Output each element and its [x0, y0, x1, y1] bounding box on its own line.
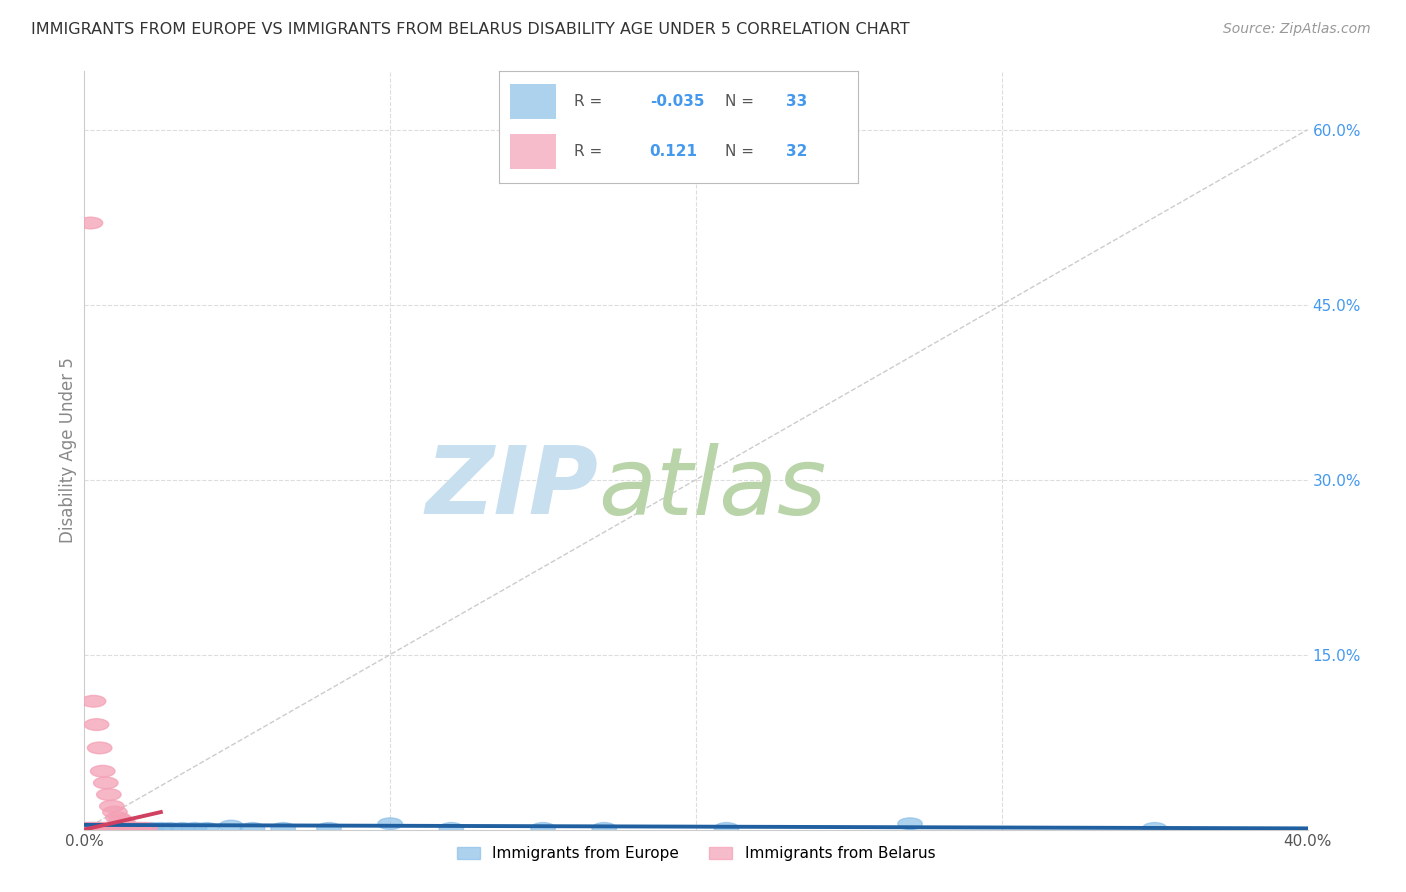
- Ellipse shape: [84, 719, 108, 731]
- Text: ZIP: ZIP: [425, 442, 598, 534]
- Ellipse shape: [134, 822, 157, 834]
- Text: R =: R =: [575, 145, 607, 159]
- Ellipse shape: [592, 822, 616, 834]
- Ellipse shape: [87, 822, 112, 834]
- Text: 33: 33: [786, 94, 807, 109]
- Text: -0.035: -0.035: [650, 94, 704, 109]
- Ellipse shape: [79, 217, 103, 229]
- Ellipse shape: [105, 822, 131, 834]
- Ellipse shape: [170, 822, 194, 834]
- Ellipse shape: [79, 822, 103, 834]
- Ellipse shape: [714, 822, 738, 834]
- Ellipse shape: [531, 822, 555, 834]
- Ellipse shape: [90, 822, 115, 834]
- Text: Source: ZipAtlas.com: Source: ZipAtlas.com: [1223, 22, 1371, 37]
- Ellipse shape: [82, 696, 105, 707]
- Ellipse shape: [90, 822, 115, 834]
- Ellipse shape: [75, 822, 100, 834]
- Ellipse shape: [108, 822, 134, 834]
- Ellipse shape: [105, 822, 131, 834]
- Ellipse shape: [103, 822, 127, 834]
- Text: 32: 32: [786, 145, 807, 159]
- Ellipse shape: [90, 765, 115, 777]
- Text: N =: N =: [725, 94, 759, 109]
- Ellipse shape: [183, 822, 207, 834]
- Ellipse shape: [271, 822, 295, 834]
- Ellipse shape: [194, 822, 219, 834]
- Ellipse shape: [84, 822, 108, 834]
- Ellipse shape: [134, 822, 157, 834]
- Ellipse shape: [100, 800, 124, 812]
- Bar: [510, 134, 557, 169]
- Ellipse shape: [103, 822, 127, 834]
- Text: R =: R =: [575, 94, 607, 109]
- Ellipse shape: [139, 822, 165, 834]
- Ellipse shape: [79, 822, 103, 834]
- Ellipse shape: [127, 822, 152, 834]
- Ellipse shape: [97, 822, 121, 834]
- Ellipse shape: [157, 822, 183, 834]
- Ellipse shape: [100, 822, 124, 834]
- Ellipse shape: [240, 822, 264, 834]
- Ellipse shape: [124, 822, 149, 834]
- Ellipse shape: [115, 822, 139, 834]
- Ellipse shape: [127, 822, 152, 834]
- Ellipse shape: [87, 742, 112, 754]
- Ellipse shape: [97, 822, 121, 834]
- Ellipse shape: [82, 822, 105, 834]
- Text: N =: N =: [725, 145, 759, 159]
- Ellipse shape: [121, 822, 146, 834]
- Ellipse shape: [84, 822, 108, 834]
- Ellipse shape: [316, 822, 342, 834]
- Ellipse shape: [94, 822, 118, 834]
- Ellipse shape: [75, 822, 100, 834]
- Ellipse shape: [100, 822, 124, 834]
- Ellipse shape: [378, 818, 402, 830]
- Ellipse shape: [121, 822, 146, 834]
- Ellipse shape: [115, 822, 139, 834]
- Ellipse shape: [112, 818, 136, 830]
- Ellipse shape: [103, 806, 127, 818]
- Ellipse shape: [94, 777, 118, 789]
- Ellipse shape: [118, 822, 142, 834]
- Ellipse shape: [82, 822, 105, 834]
- Ellipse shape: [112, 822, 136, 834]
- Ellipse shape: [108, 822, 134, 834]
- Ellipse shape: [439, 822, 464, 834]
- Text: 0.121: 0.121: [650, 145, 697, 159]
- Ellipse shape: [87, 822, 112, 834]
- Text: IMMIGRANTS FROM EUROPE VS IMMIGRANTS FROM BELARUS DISABILITY AGE UNDER 5 CORRELA: IMMIGRANTS FROM EUROPE VS IMMIGRANTS FRO…: [31, 22, 910, 37]
- Ellipse shape: [105, 812, 131, 823]
- Text: atlas: atlas: [598, 442, 827, 534]
- Legend: Immigrants from Europe, Immigrants from Belarus: Immigrants from Europe, Immigrants from …: [451, 840, 941, 867]
- Bar: [510, 84, 557, 120]
- Ellipse shape: [108, 814, 134, 826]
- Ellipse shape: [94, 822, 118, 834]
- Ellipse shape: [149, 822, 173, 834]
- Ellipse shape: [1143, 822, 1167, 834]
- Ellipse shape: [131, 822, 155, 834]
- Ellipse shape: [219, 821, 243, 832]
- Ellipse shape: [898, 818, 922, 830]
- Y-axis label: Disability Age Under 5: Disability Age Under 5: [59, 358, 77, 543]
- Ellipse shape: [97, 789, 121, 800]
